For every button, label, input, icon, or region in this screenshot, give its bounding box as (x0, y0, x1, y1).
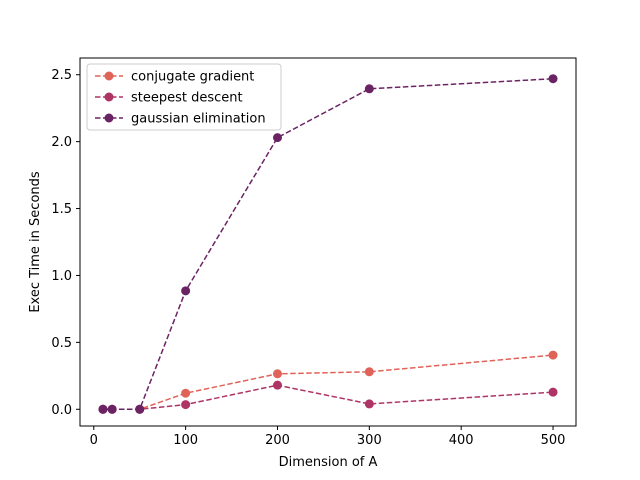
x-tick-label: 0 (90, 433, 98, 448)
legend-label: conjugate gradient (131, 70, 254, 85)
data-point (272, 380, 282, 390)
data-point (364, 84, 374, 94)
x-axis: 0 100 200 300 400 500 (90, 426, 566, 448)
y-tick-label: 0.5 (51, 336, 72, 351)
data-point (98, 404, 108, 414)
y-tick-label: 0.0 (51, 403, 72, 418)
data-point (135, 404, 145, 414)
data-point (107, 404, 117, 414)
data-point (364, 399, 374, 409)
y-tick-label: 1.0 (51, 269, 72, 284)
legend-label: steepest descent (131, 91, 243, 106)
data-point (181, 400, 191, 410)
y-tick-label: 1.5 (51, 202, 72, 217)
legend-marker (104, 113, 114, 123)
y-tick-label: 2.5 (51, 68, 72, 83)
data-point (181, 388, 191, 398)
data-point (548, 74, 558, 84)
x-tick-label: 500 (541, 433, 566, 448)
legend-label: gaussian elimination (131, 112, 266, 127)
data-point (548, 350, 558, 360)
y-axis: 0.0 0.5 1.0 1.5 2.0 2.5 (51, 68, 80, 418)
data-point (364, 367, 374, 377)
x-tick-label: 400 (449, 433, 474, 448)
legend: conjugate gradient steepest descent gaussi… (86, 63, 282, 131)
data-point (548, 387, 558, 397)
data-point (181, 286, 191, 296)
y-axis-label: Exec Time in Seconds (28, 171, 43, 313)
series-layer (98, 74, 558, 414)
data-point (272, 369, 282, 379)
plot-frame (79, 57, 577, 427)
x-tick-label: 300 (357, 433, 382, 448)
legend-marker (104, 71, 114, 81)
x-tick-label: 200 (265, 433, 290, 448)
legend-marker (104, 92, 114, 102)
data-point (272, 133, 282, 143)
legend-box (86, 63, 282, 131)
x-axis-label: Dimension of A (279, 455, 378, 470)
x-tick-label: 100 (173, 433, 198, 448)
y-tick-label: 2.0 (51, 135, 72, 150)
